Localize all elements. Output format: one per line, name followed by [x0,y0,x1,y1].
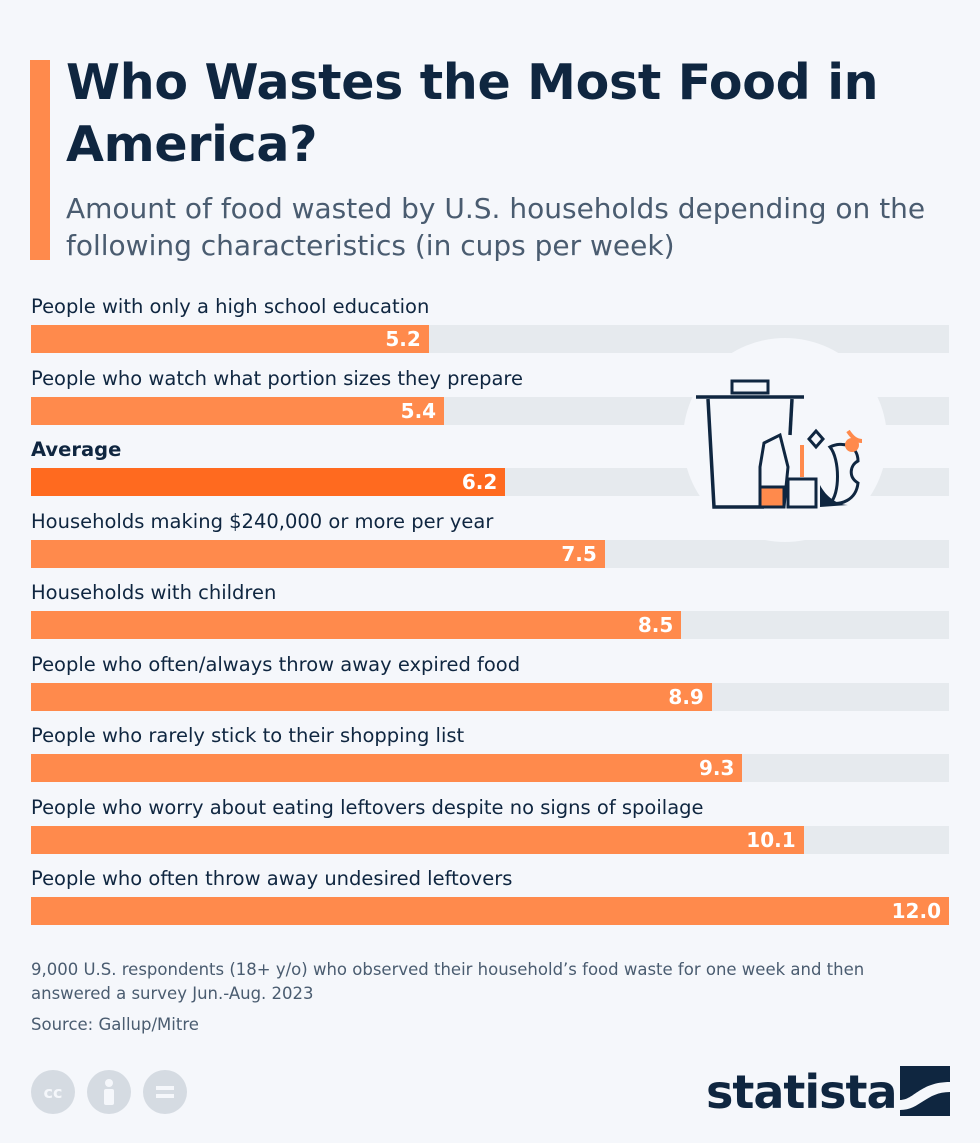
bar-chart: People with only a high school education… [0,290,980,940]
bar-7[interactable]: 10.1 [31,825,804,854]
bar-value-label-7: 10.1 [746,827,796,852]
statista-logo-text[interactable]: statista [706,1065,898,1119]
license-icons: cc [31,1070,187,1114]
bar-label-1: People who watch what portion sizes they… [31,366,524,390]
bar-value-label-3: 7.5 [561,541,597,566]
bar-label-8: People who often throw away undesired le… [31,867,513,890]
bar-value-label-1: 5.4 [400,398,437,423]
bar-value-label-2: 6.2 [461,470,498,494]
bar-label-7: People who worry about eating leftovers … [31,795,704,819]
bar-label-5: People who often/always throw away expir… [31,652,521,676]
bar-track-5: 8.9 [31,682,949,711]
chart-subtitle: Amount of food wasted by U.S. households… [66,192,926,262]
statista-logo-icon[interactable] [900,1066,950,1116]
bar-track-7: 10.1 [31,825,949,854]
source-note: Source: Gallup/Mitre [31,1015,199,1034]
bar-track-3: 7.5 [31,539,949,568]
bar-value-label-8: 12.0 [891,899,941,923]
cc-icon[interactable]: cc [31,1070,75,1114]
bar-track-4: 8.5 [31,611,949,639]
bar-5[interactable]: 8.9 [31,682,712,711]
bar-1[interactable]: 5.4 [31,396,445,425]
bar-label-4: Households with children [31,581,277,604]
bar-value-label-5: 8.9 [668,684,704,709]
bar-label-0: People with only a high school education [31,295,430,318]
bar-8[interactable]: 12.0 [31,897,949,925]
bar-value-label-4: 8.5 [637,613,674,637]
bar-value-label-0: 5.2 [385,327,421,351]
bar-label-3: Households making $240,000 or more per y… [31,509,494,533]
bar-3[interactable]: 7.5 [31,539,605,568]
bar-track-8: 12.0 [31,897,949,925]
footnote: 9,000 U.S. respondents (18+ y/o) who obs… [31,960,865,1003]
bar-track-6: 9.3 [31,754,949,782]
chart-title: Who Wastes the Most Food in America? [66,54,879,173]
title-accent-bar [30,60,50,260]
bar-label-2: Average [31,438,122,461]
trash-can-food-waste-icon [680,335,890,545]
bar-label-6: People who rarely stick to their shoppin… [31,724,465,747]
attribution-icon[interactable] [87,1070,131,1114]
bar-4[interactable]: 8.5 [31,611,682,639]
no-derivatives-icon[interactable] [143,1070,187,1114]
bar-value-label-6: 9.3 [699,756,735,780]
bar-6[interactable]: 9.3 [31,754,743,782]
bar-0[interactable]: 5.2 [31,325,429,353]
bar-2[interactable]: 6.2 [31,468,506,496]
